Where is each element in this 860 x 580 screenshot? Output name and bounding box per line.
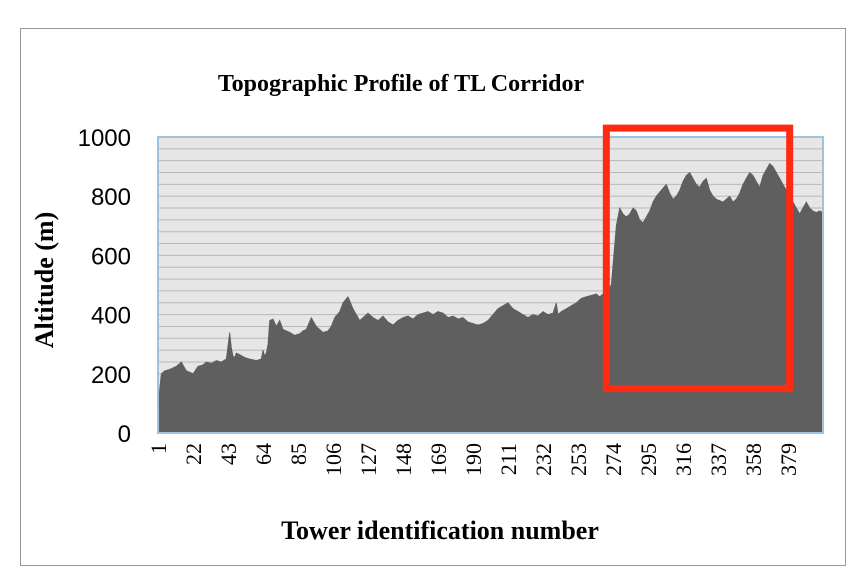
highlight-box bbox=[602, 124, 794, 393]
x-tick-label: 22 bbox=[181, 443, 206, 465]
altitude-area-series bbox=[157, 162, 824, 434]
x-axis-label: Tower identification number bbox=[281, 516, 599, 545]
x-tick-label: 379 bbox=[776, 443, 801, 476]
x-tick-label: 190 bbox=[461, 443, 486, 476]
x-tick-label: 106 bbox=[321, 443, 346, 476]
y-tick-label: 1000 bbox=[78, 125, 131, 152]
x-tick-label: 274 bbox=[601, 443, 626, 476]
x-tick-label: 253 bbox=[566, 443, 591, 476]
x-tick-label: 43 bbox=[216, 443, 241, 465]
x-tick-label: 232 bbox=[531, 443, 556, 476]
chart-frame: Topographic Profile of TL Corridor 0 200 4… bbox=[20, 28, 846, 566]
plot-border bbox=[157, 136, 824, 434]
y-tick-label: 0 bbox=[118, 421, 131, 448]
x-tick-label: 337 bbox=[706, 443, 731, 476]
x-tick-label: 1 bbox=[146, 443, 171, 454]
topographic-profile-chart: Topographic Profile of TL Corridor 0 200 4… bbox=[30, 71, 824, 545]
y-axis-label: Altitude (m) bbox=[30, 212, 59, 348]
x-tick-label: 316 bbox=[671, 443, 696, 476]
y-tick-label: 400 bbox=[91, 303, 131, 330]
x-tick-label: 358 bbox=[741, 443, 766, 476]
x-tick-label: 169 bbox=[426, 443, 451, 476]
plot-area: 0 200 400 600 800 1000 1 22 43 64 85 106 127 148 169 19… bbox=[78, 124, 824, 476]
x-tick-label: 64 bbox=[251, 443, 276, 465]
y-tick-label: 600 bbox=[91, 243, 131, 270]
x-tick-label: 295 bbox=[636, 443, 661, 476]
x-tick-label: 211 bbox=[496, 443, 521, 475]
x-tick-label: 85 bbox=[286, 443, 311, 465]
y-tick-label: 800 bbox=[91, 184, 131, 211]
y-tick-label: 200 bbox=[91, 362, 131, 389]
x-tick-label: 127 bbox=[356, 443, 381, 476]
x-tick-label: 148 bbox=[391, 443, 416, 476]
chart-title: Topographic Profile of TL Corridor bbox=[218, 71, 585, 97]
